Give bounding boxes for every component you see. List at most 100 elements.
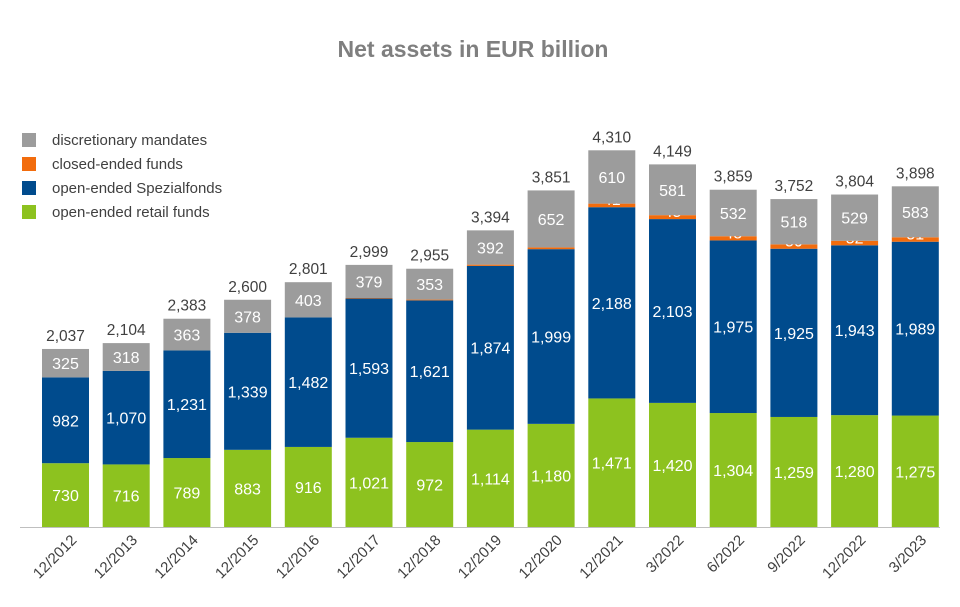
bar-open-ended-spezialfonds-3-2023 bbox=[891, 241, 939, 416]
total-label-12-2012: 2,037 bbox=[46, 328, 85, 345]
legend-label-open-ended-spezialfonds: open-ended Spezialfonds bbox=[52, 180, 222, 197]
data-label-open-ended-retail-funds-12-2020: 1,180 bbox=[531, 468, 571, 485]
x-axis: 12/2012 12/2013 12/2014 12/2015 12/2016 12/20… bbox=[20, 527, 940, 582]
bar-open-ended-spezialfonds-12-2022 bbox=[831, 245, 879, 416]
legend-swatch-open-ended-spezialfonds bbox=[22, 181, 36, 195]
bar-open-ended-spezialfonds-3-2022 bbox=[649, 219, 696, 403]
legend-label-open-ended-retail-funds: open-ended retail funds bbox=[52, 204, 210, 221]
bar-open-ended-spezialfonds-12-2020 bbox=[527, 249, 575, 424]
data-label-open-ended-retail-funds-12-2014: 789 bbox=[174, 486, 201, 503]
data-label-discretionary-mandates-3-2023: 583 bbox=[902, 205, 929, 222]
x-tick-12-2019: 12/2019 bbox=[455, 532, 505, 582]
data-label-discretionary-mandates-12-2021: 610 bbox=[598, 170, 625, 187]
data-label-open-ended-spezialfonds-12-2017: 1,593 bbox=[349, 361, 389, 378]
bar-closed-ended-funds-6-2022 bbox=[709, 236, 757, 241]
legend: discretionary mandates closed-ended funds… bbox=[22, 132, 222, 221]
x-tick-3-2023: 3/2023 bbox=[886, 532, 930, 576]
bar-open-ended-retail-funds-12-2020 bbox=[527, 423, 575, 527]
total-label-12-2017: 2,999 bbox=[350, 244, 389, 261]
data-label-discretionary-mandates-12-2022: 529 bbox=[841, 211, 868, 228]
data-label-discretionary-mandates-12-2020: 652 bbox=[538, 212, 565, 229]
bar-discretionary-mandates-3-2023 bbox=[891, 186, 939, 238]
data-label-open-ended-spezialfonds-12-2018: 1,621 bbox=[410, 364, 450, 381]
bar-closed-ended-funds-9-2022 bbox=[770, 244, 818, 249]
chart-title: Net assets in EUR billion bbox=[338, 36, 609, 62]
data-label-open-ended-retail-funds-12-2016: 916 bbox=[295, 480, 322, 497]
bar-discretionary-mandates-12-2022 bbox=[831, 194, 879, 241]
total-label-12-2015: 2,600 bbox=[228, 279, 267, 296]
total-label-3-2022: 4,149 bbox=[653, 143, 692, 160]
bar-open-ended-spezialfonds-12-2018 bbox=[406, 300, 454, 443]
bar-discretionary-mandates-12-2017 bbox=[345, 264, 393, 299]
bar-closed-ended-funds-3-2022 bbox=[649, 215, 696, 220]
data-label-open-ended-retail-funds-12-2022: 1,280 bbox=[835, 464, 875, 481]
bar-discretionary-mandates-12-2015 bbox=[224, 299, 272, 333]
data-label-discretionary-mandates-6-2022: 532 bbox=[720, 206, 747, 223]
bar-open-ended-retail-funds-12-2014 bbox=[163, 458, 211, 527]
bar-open-ended-spezialfonds-12-2019 bbox=[466, 265, 514, 430]
data-label-open-ended-spezialfonds-12-2022: 1,943 bbox=[835, 323, 875, 340]
bar-discretionary-mandates-12-2020 bbox=[527, 190, 575, 248]
x-tick-12-2022: 12/2022 bbox=[819, 532, 869, 582]
data-label-open-ended-retail-funds-12-2017: 1,021 bbox=[349, 475, 389, 492]
x-tick-12-2015: 12/2015 bbox=[212, 532, 262, 582]
data-label-open-ended-retail-funds-6-2022: 1,304 bbox=[713, 463, 753, 480]
bar-open-ended-spezialfonds-12-2015 bbox=[224, 332, 272, 450]
x-tick-12-2014: 12/2014 bbox=[151, 532, 201, 582]
data-label-open-ended-retail-funds-3-2022: 1,420 bbox=[652, 458, 692, 475]
bar-open-ended-retail-funds-12-2018 bbox=[406, 442, 454, 527]
data-label-open-ended-retail-funds-12-2015: 883 bbox=[234, 481, 261, 498]
bar-discretionary-mandates-12-2012 bbox=[42, 348, 89, 378]
total-label-9-2022: 3,752 bbox=[775, 178, 814, 195]
data-label-open-ended-spezialfonds-12-2020: 1,999 bbox=[531, 330, 571, 347]
data-label-discretionary-mandates-12-2017: 379 bbox=[356, 274, 383, 291]
data-label-open-ended-spezialfonds-6-2022: 1,975 bbox=[713, 320, 753, 337]
data-label-open-ended-retail-funds-9-2022: 1,259 bbox=[774, 465, 814, 482]
bar-open-ended-retail-funds-6-2022 bbox=[709, 413, 757, 527]
data-label-open-ended-retail-funds-12-2021: 1,471 bbox=[592, 456, 632, 473]
bar-closed-ended-funds-12-2018 bbox=[406, 299, 454, 301]
bar-open-ended-spezialfonds-12-2017 bbox=[345, 298, 393, 438]
data-label-discretionary-mandates-12-2015: 378 bbox=[234, 309, 261, 326]
bars: 730 982 325 2,037 716 1,070 318 2,104 789 1,231 36… bbox=[42, 129, 939, 527]
bar-discretionary-mandates-3-2022 bbox=[649, 164, 696, 216]
bar-open-ended-retail-funds-12-2015 bbox=[224, 449, 272, 527]
bar-open-ended-retail-funds-12-2019 bbox=[466, 429, 514, 527]
x-tick-12-2021: 12/2021 bbox=[576, 532, 626, 582]
total-label-6-2022: 3,859 bbox=[714, 169, 753, 186]
legend-label-discretionary-mandates: discretionary mandates bbox=[52, 132, 207, 149]
legend-swatch-closed-ended-funds bbox=[22, 157, 36, 171]
data-label-open-ended-retail-funds-12-2013: 716 bbox=[113, 489, 140, 506]
total-label-12-2019: 3,394 bbox=[471, 209, 510, 226]
data-label-discretionary-mandates-12-2014: 363 bbox=[174, 328, 201, 345]
bar-discretionary-mandates-12-2014 bbox=[163, 318, 211, 351]
data-label-open-ended-spezialfonds-12-2013: 1,070 bbox=[106, 411, 146, 428]
bar-open-ended-retail-funds-3-2022 bbox=[649, 402, 696, 527]
bar-open-ended-spezialfonds-12-2013 bbox=[102, 370, 150, 465]
data-label-open-ended-retail-funds-12-2019: 1,114 bbox=[471, 471, 510, 488]
x-tick-6-2022: 6/2022 bbox=[704, 532, 748, 576]
data-label-open-ended-retail-funds-12-2012: 730 bbox=[52, 488, 79, 505]
bar-closed-ended-funds-12-2019 bbox=[466, 264, 514, 266]
total-label-12-2016: 2,801 bbox=[289, 261, 328, 278]
bar-open-ended-retail-funds-9-2022 bbox=[770, 416, 818, 527]
x-tick-3-2022: 3/2022 bbox=[643, 532, 687, 576]
data-label-open-ended-spezialfonds-12-2014: 1,231 bbox=[167, 397, 207, 414]
x-tick-12-2018: 12/2018 bbox=[394, 532, 444, 582]
bar-discretionary-mandates-6-2022 bbox=[709, 189, 757, 237]
data-label-discretionary-mandates-12-2012: 325 bbox=[52, 356, 79, 373]
data-label-discretionary-mandates-12-2013: 318 bbox=[113, 350, 140, 367]
bar-discretionary-mandates-12-2013 bbox=[102, 343, 150, 371]
x-tick-12-2012: 12/2012 bbox=[30, 532, 80, 582]
data-label-open-ended-spezialfonds-3-2023: 1,989 bbox=[895, 322, 935, 339]
x-tick-12-2016: 12/2016 bbox=[273, 532, 323, 582]
legend-label-closed-ended-funds: closed-ended funds bbox=[52, 156, 183, 173]
legend-swatch-open-ended-retail-funds bbox=[22, 205, 36, 219]
data-label-discretionary-mandates-12-2018: 353 bbox=[416, 277, 443, 294]
bar-open-ended-retail-funds-12-2017 bbox=[345, 437, 393, 527]
x-tick-12-2017: 12/2017 bbox=[333, 532, 383, 582]
bar-open-ended-spezialfonds-9-2022 bbox=[770, 248, 818, 417]
bar-open-ended-retail-funds-12-2012 bbox=[42, 463, 89, 527]
bar-closed-ended-funds-12-2022 bbox=[831, 240, 879, 246]
